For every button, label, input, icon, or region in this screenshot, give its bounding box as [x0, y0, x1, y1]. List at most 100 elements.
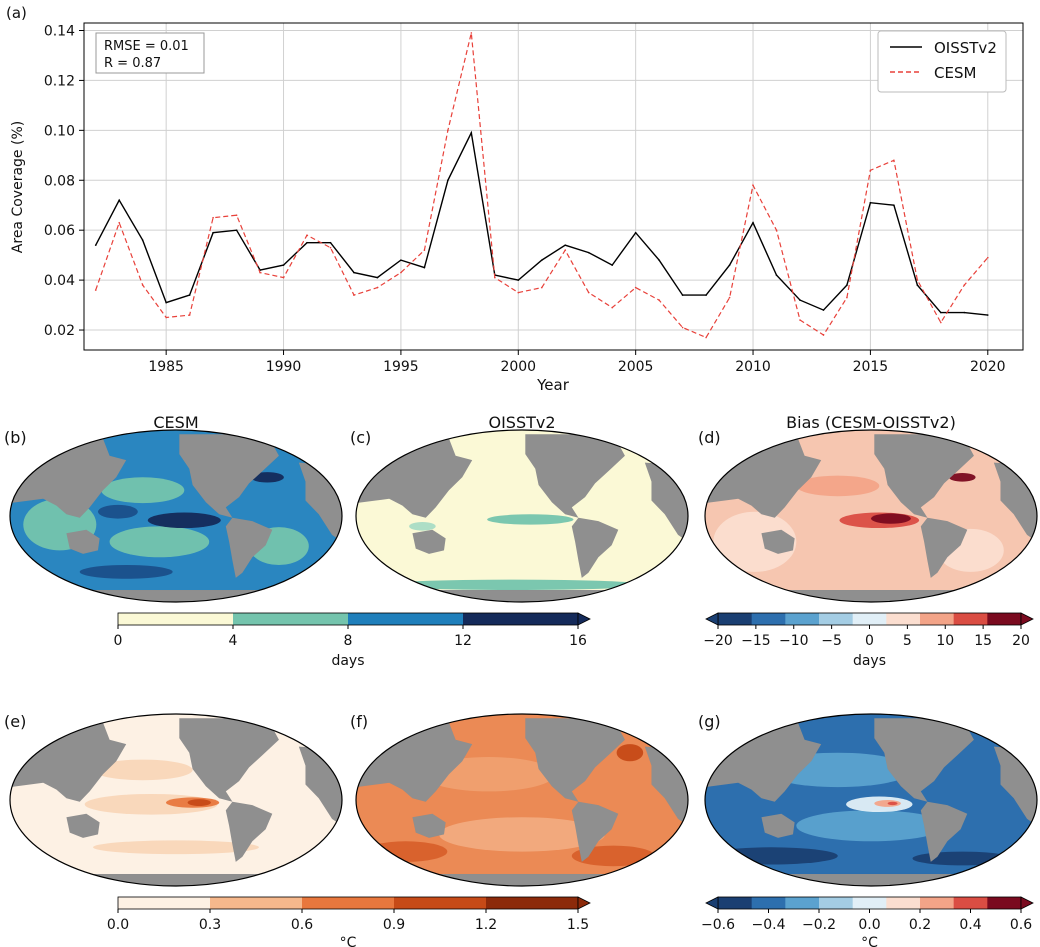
panel-label: (c)	[350, 428, 371, 447]
panel-label: (f)	[350, 712, 368, 731]
colorbar-tick-label: 4	[229, 633, 238, 649]
colorbar-segment	[210, 897, 303, 909]
colorbar-tick-label: 1.5	[567, 917, 589, 933]
field-patch	[713, 511, 797, 572]
data-point-oisstv2	[681, 294, 684, 296]
antarctica-landmass	[705, 590, 1037, 602]
antarctica-landmass	[705, 874, 1037, 886]
data-point-cesm	[517, 291, 520, 294]
data-point-cesm	[986, 256, 989, 259]
colorbar-tick-label: 0.9	[383, 917, 405, 933]
colorbar-tick-label: −0.4	[752, 917, 786, 933]
data-point-oisstv2	[376, 276, 379, 279]
field-patch	[79, 565, 173, 579]
colorbar-tick-label: 8	[344, 633, 353, 649]
south-america-landmass	[226, 802, 272, 862]
data-point-cesm	[963, 284, 966, 286]
data-point-cesm	[822, 334, 825, 336]
panel-label: (b)	[4, 428, 27, 447]
data-point-cesm	[329, 246, 332, 249]
y-tick-label: 0.10	[44, 123, 75, 139]
colorbar-segment	[920, 613, 955, 625]
data-point-oisstv2	[447, 179, 449, 182]
colorbar-tick-label: −0.2	[802, 917, 836, 933]
data-point-cesm	[916, 279, 919, 281]
data-point-oisstv2	[353, 271, 355, 274]
colorbar-segment	[394, 897, 487, 909]
field-patch	[874, 800, 901, 807]
colorbar-segment	[852, 613, 887, 625]
colorbar-segment	[118, 613, 234, 625]
colorbar-label: °C	[340, 935, 357, 947]
data-point-oisstv2	[587, 251, 590, 254]
field-patch	[571, 845, 655, 867]
stats-annotation: RMSE = 0.01 R = 0.87	[95, 32, 205, 74]
y-tick-label: 0.14	[44, 23, 75, 39]
colorbar-tick-label: −0.6	[701, 917, 735, 933]
field-patch	[887, 801, 898, 806]
australia-landmass	[66, 814, 99, 838]
map-field	[705, 714, 1037, 886]
colorbar-segment	[819, 613, 854, 625]
greenland-landmass	[971, 718, 991, 731]
colorbar-segment	[953, 897, 988, 909]
colorbar-label: days	[853, 653, 886, 669]
colorbar-extend-min	[705, 612, 719, 626]
data-point-cesm	[940, 321, 942, 324]
x-tick-label: 1985	[148, 359, 184, 375]
colorbar-segment	[785, 613, 820, 625]
data-point-cesm	[564, 249, 567, 251]
colorbar-label: °C	[861, 935, 878, 947]
x-axis-label: Year	[536, 376, 570, 394]
colorbar-tick-label: 0.6	[291, 917, 313, 933]
colorbar-tick-label: 0.3	[199, 917, 221, 933]
x-axis: 1985 1990 1995 2000 2005 2010 2015 2020	[148, 350, 1006, 375]
north-america-landmass	[874, 718, 974, 801]
field-patch	[439, 817, 605, 852]
colorbar-tick-label: 12	[454, 633, 472, 649]
australia-landmass	[412, 530, 445, 554]
panel-label: (e)	[4, 712, 26, 731]
colorbar-tick-label: 0.2	[909, 917, 931, 933]
data-point-oisstv2	[470, 132, 473, 134]
colorbar-b: 0 4 8 12 16 days	[114, 612, 591, 669]
colorbar-tick-label: 20	[1012, 633, 1030, 649]
map-panel-d: (d) Bias (CESM-OISSTv2)	[698, 413, 1038, 603]
colorbar-segment	[233, 613, 349, 625]
greenland-landmass	[276, 434, 296, 447]
data-point-oisstv2	[986, 314, 989, 316]
south-america-landmass	[572, 518, 618, 578]
field-patch	[93, 759, 193, 781]
colorbar-segment	[886, 897, 921, 909]
data-point-cesm	[893, 159, 895, 162]
antarctica-landmass	[356, 874, 688, 886]
data-point-oisstv2	[611, 264, 613, 266]
colorbar-extend-max	[1020, 896, 1034, 910]
field-patch	[949, 473, 976, 482]
data-point-cesm	[235, 214, 238, 217]
field-patch	[409, 522, 436, 531]
colorbar-tick-label: −10	[779, 633, 809, 649]
data-point-oisstv2	[893, 204, 895, 207]
data-point-cesm	[540, 286, 543, 289]
land-masses	[10, 434, 342, 602]
field-patch	[101, 477, 185, 504]
data-point-cesm	[587, 291, 590, 294]
colorbar-segment	[819, 897, 854, 909]
x-tick-label: 2010	[735, 359, 771, 375]
data-point-oisstv2	[517, 279, 520, 281]
data-point-cesm	[118, 221, 121, 224]
greenland-landmass	[971, 434, 991, 447]
map-field	[356, 714, 688, 886]
greenland-landmass	[276, 718, 296, 731]
north-america-landmass	[525, 434, 625, 517]
colorbar-segment	[118, 897, 211, 909]
data-point-cesm	[869, 169, 872, 172]
colorbar-segment	[751, 897, 786, 909]
panel-label: (d)	[698, 428, 721, 447]
data-point-cesm	[705, 336, 707, 339]
map-panel-g: (g)	[698, 712, 1038, 887]
field-patch	[616, 744, 644, 762]
data-point-cesm	[611, 306, 613, 309]
data-point-oisstv2	[728, 264, 731, 266]
